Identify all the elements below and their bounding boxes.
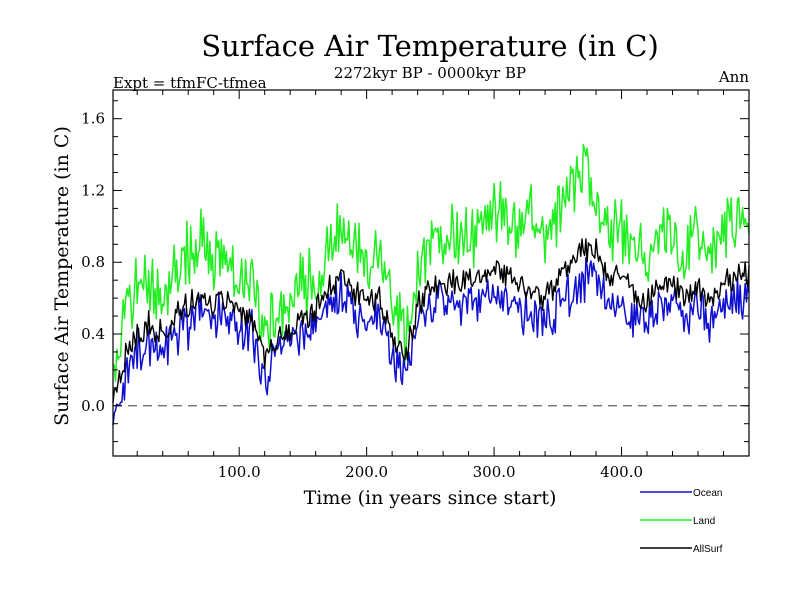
legend-label-ocean: Ocean <box>693 488 722 499</box>
y-tick-label: 0.0 <box>81 397 105 415</box>
x-axis-label: Time (in years since start) <box>304 487 557 509</box>
series-line-land <box>112 143 750 382</box>
legend-label-land: Land <box>693 516 715 527</box>
chart-title: Surface Air Temperature (in C) <box>201 29 659 63</box>
y-tick-label: 1.6 <box>81 110 105 128</box>
x-tick-label: 200.0 <box>345 463 388 481</box>
x-tick-label: 100.0 <box>218 463 261 481</box>
plot-frame <box>112 89 750 457</box>
legend-label-allsurf: AllSurf <box>693 544 723 555</box>
x-tick-label: 300.0 <box>473 463 516 481</box>
series-line-ocean <box>112 256 750 426</box>
x-tick-label: 400.0 <box>600 463 643 481</box>
y-tick-label: 0.4 <box>81 325 105 343</box>
series-line-allsurf <box>112 238 750 403</box>
period-label: Ann <box>718 68 749 86</box>
chart-subtitle: 2272kyr BP - 0000kyr BP <box>334 64 526 82</box>
y-axis-label: Surface Air Temperature (in C) <box>51 126 73 426</box>
y-tick-label: 1.2 <box>81 181 105 199</box>
experiment-label: Expt = tfmFC-tfmea <box>113 74 267 92</box>
y-tick-label: 0.8 <box>81 253 105 271</box>
